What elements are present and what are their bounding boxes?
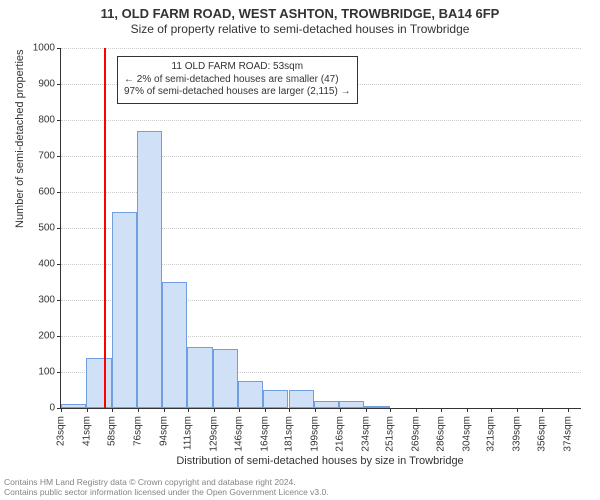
ytick-mark	[57, 300, 61, 301]
xtick-label: 321sqm	[486, 416, 497, 452]
xtick-label: 339sqm	[512, 416, 523, 452]
ytick-mark	[57, 156, 61, 157]
xtick-mark	[61, 408, 62, 412]
xtick-mark	[214, 408, 215, 412]
ytick-mark	[57, 264, 61, 265]
histogram-bar	[86, 358, 111, 408]
ytick-mark	[57, 84, 61, 85]
chart-title-sub: Size of property relative to semi-detach…	[0, 22, 600, 36]
ytick-mark	[57, 228, 61, 229]
histogram-bar	[137, 131, 162, 408]
footer-attribution: Contains HM Land Registry data © Crown c…	[4, 478, 329, 498]
ytick-label: 1000	[33, 43, 55, 54]
histogram-bar	[289, 390, 314, 408]
xtick-mark	[467, 408, 468, 412]
ytick-label: 0	[49, 403, 55, 414]
xtick-mark	[188, 408, 189, 412]
annotation-line-2: ← 2% of semi-detached houses are smaller…	[124, 74, 351, 87]
xtick-label: 146sqm	[233, 416, 244, 452]
histogram-bar	[263, 390, 288, 408]
xtick-mark	[289, 408, 290, 412]
ytick-label: 600	[38, 187, 55, 198]
xtick-mark	[239, 408, 240, 412]
ytick-mark	[57, 192, 61, 193]
xtick-mark	[138, 408, 139, 412]
xtick-mark	[568, 408, 569, 412]
xtick-label: 199sqm	[310, 416, 321, 452]
histogram-bar	[238, 381, 263, 408]
xtick-label: 58sqm	[106, 416, 117, 446]
xtick-label: 251sqm	[385, 416, 396, 452]
xtick-label: 269sqm	[411, 416, 422, 452]
ytick-mark	[57, 120, 61, 121]
xtick-label: 234sqm	[360, 416, 371, 452]
ytick-mark	[57, 48, 61, 49]
histogram-bar	[112, 212, 137, 408]
reference-line	[104, 48, 106, 408]
histogram-bar	[339, 401, 364, 408]
y-axis-label: Number of semi-detached properties	[14, 49, 26, 228]
chart-title-main: 11, OLD FARM ROAD, WEST ASHTON, TROWBRID…	[0, 0, 600, 21]
histogram-bar	[187, 347, 212, 408]
xtick-mark	[265, 408, 266, 412]
xtick-label: 286sqm	[435, 416, 446, 452]
histogram-bar	[364, 406, 389, 408]
xtick-mark	[112, 408, 113, 412]
ytick-label: 200	[38, 331, 55, 342]
xtick-label: 356sqm	[537, 416, 548, 452]
x-axis-label: Distribution of semi-detached houses by …	[60, 455, 580, 467]
ytick-label: 900	[38, 79, 55, 90]
ytick-label: 300	[38, 295, 55, 306]
xtick-mark	[366, 408, 367, 412]
histogram-bar	[162, 282, 187, 408]
xtick-mark	[164, 408, 165, 412]
xtick-mark	[340, 408, 341, 412]
ytick-mark	[57, 372, 61, 373]
ytick-label: 800	[38, 115, 55, 126]
xtick-label: 76sqm	[132, 416, 143, 446]
xtick-label: 216sqm	[334, 416, 345, 452]
xtick-mark	[87, 408, 88, 412]
xtick-label: 23sqm	[56, 416, 67, 446]
histogram-bar	[61, 404, 86, 408]
ytick-label: 400	[38, 259, 55, 270]
xtick-mark	[416, 408, 417, 412]
histogram-chart: 11, OLD FARM ROAD, WEST ASHTON, TROWBRID…	[0, 0, 600, 500]
xtick-mark	[390, 408, 391, 412]
xtick-label: 41sqm	[82, 416, 93, 446]
xtick-mark	[315, 408, 316, 412]
ytick-label: 700	[38, 151, 55, 162]
xtick-label: 111sqm	[183, 416, 194, 450]
xtick-label: 129sqm	[209, 416, 220, 452]
annotation-line-1: 11 OLD FARM ROAD: 53sqm	[124, 61, 351, 74]
ytick-label: 100	[38, 367, 55, 378]
gridline	[61, 48, 581, 49]
xtick-label: 181sqm	[284, 416, 295, 452]
xtick-mark	[517, 408, 518, 412]
ytick-mark	[57, 336, 61, 337]
annotation-box: 11 OLD FARM ROAD: 53sqm ← 2% of semi-det…	[117, 56, 358, 104]
gridline	[61, 120, 581, 121]
histogram-bar	[213, 349, 238, 408]
xtick-label: 164sqm	[259, 416, 270, 452]
footer-line-2: Contains public sector information licen…	[4, 488, 329, 498]
ytick-label: 500	[38, 223, 55, 234]
xtick-label: 374sqm	[563, 416, 574, 452]
xtick-mark	[491, 408, 492, 412]
annotation-line-3: 97% of semi-detached houses are larger (…	[124, 86, 351, 99]
histogram-bar	[314, 401, 339, 408]
xtick-label: 94sqm	[158, 416, 169, 446]
xtick-mark	[542, 408, 543, 412]
xtick-mark	[441, 408, 442, 412]
xtick-label: 304sqm	[461, 416, 472, 452]
plot-area: 0100200300400500600700800900100023sqm41s…	[60, 48, 581, 409]
